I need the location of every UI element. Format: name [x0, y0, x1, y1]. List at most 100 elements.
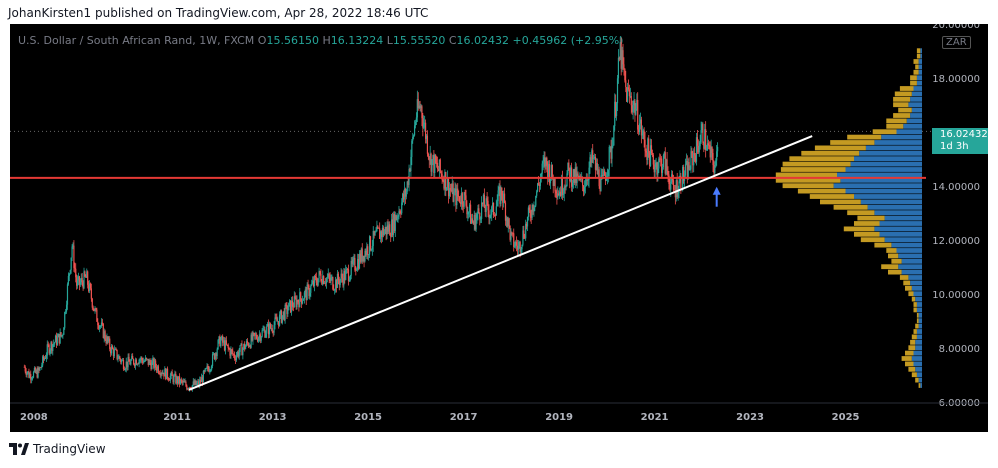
- candlestick-chart[interactable]: U.S. Dollar / South African Rand, 1W, FX…: [10, 24, 988, 432]
- footer-brand[interactable]: TradingView: [9, 442, 106, 456]
- candle-body: [111, 346, 114, 350]
- candle-body: [473, 214, 475, 225]
- candle-body: [237, 351, 239, 357]
- candle-body: [319, 271, 321, 275]
- candle-body: [394, 215, 396, 231]
- x-tick-label: 2023: [736, 412, 764, 423]
- candle-body: [186, 385, 188, 390]
- candle-body: [199, 379, 201, 386]
- vp-bar-down: [910, 80, 917, 86]
- candle-body: [349, 275, 351, 281]
- candle-body: [182, 381, 184, 383]
- candle-body: [528, 207, 530, 211]
- candle-body: [365, 250, 367, 255]
- candle-body: [629, 96, 631, 97]
- candle-body: [447, 177, 450, 197]
- candle-body: [276, 318, 278, 322]
- candle-body: [594, 156, 597, 170]
- candle-body: [26, 372, 28, 375]
- candle-body: [76, 280, 79, 286]
- vp-bar-down: [903, 280, 911, 286]
- candle-body: [79, 282, 81, 285]
- vp-bar-down: [801, 150, 860, 156]
- candle-body: [383, 231, 385, 236]
- candle-body: [491, 206, 493, 215]
- candle-body: [104, 331, 106, 340]
- candle-body: [511, 232, 513, 234]
- vp-bar-down: [886, 123, 904, 129]
- candle-body: [163, 372, 165, 377]
- candle-body: [287, 310, 289, 314]
- candle-body: [429, 153, 431, 161]
- candle-body: [253, 332, 255, 334]
- candle-body: [99, 326, 101, 329]
- vp-bar-up: [891, 242, 922, 248]
- chart-frame[interactable]: U.S. Dollar / South African Rand, 1W, FX…: [10, 24, 988, 432]
- candle-body: [136, 363, 138, 365]
- candle-body: [558, 193, 560, 196]
- candle-body: [591, 150, 593, 163]
- candle-body: [388, 224, 390, 232]
- candle-body: [413, 135, 415, 137]
- candle-body: [477, 208, 479, 215]
- candle-body: [689, 169, 691, 171]
- candle-body: [465, 195, 467, 206]
- candle-body: [498, 186, 500, 191]
- candle-body: [597, 169, 599, 175]
- candle-body: [248, 345, 250, 347]
- candle-body: [606, 175, 609, 177]
- candle-body: [74, 267, 76, 269]
- candle-body: [323, 282, 326, 284]
- candle-body: [437, 168, 440, 172]
- candle-body: [537, 183, 540, 185]
- candle-body: [65, 304, 68, 312]
- vp-bar-up: [896, 248, 922, 253]
- candle-body: [574, 167, 576, 183]
- vp-bar-up: [850, 161, 922, 167]
- candle-body: [695, 137, 698, 162]
- candle-body: [280, 310, 283, 323]
- candle-body: [452, 183, 454, 202]
- x-tick-label: 2025: [832, 412, 860, 423]
- candle-body: [541, 163, 543, 174]
- candle-body: [76, 277, 78, 286]
- candle-body: [514, 241, 517, 246]
- candle-body: [44, 357, 47, 359]
- candle-body: [451, 183, 453, 192]
- candle-body: [384, 226, 386, 232]
- vp-bar-up: [879, 231, 922, 237]
- candle-body: [255, 334, 257, 336]
- candle-body: [292, 306, 294, 308]
- candle-body: [218, 336, 220, 341]
- candle-body: [175, 373, 177, 384]
- candle-body: [397, 216, 399, 218]
- vp-bar-up: [865, 145, 922, 151]
- candle-body: [303, 292, 305, 300]
- candle-body: [98, 325, 100, 329]
- candle-body: [440, 171, 442, 174]
- candle-body: [567, 162, 569, 174]
- vp-bar-down: [847, 210, 875, 216]
- candle-body: [357, 259, 360, 269]
- candle-body: [380, 231, 383, 238]
- candle-body: [386, 225, 388, 235]
- candle-body: [652, 154, 654, 165]
- vp-bar-down: [854, 231, 880, 237]
- vp-bar-down: [874, 242, 892, 248]
- candle-body: [464, 192, 466, 196]
- candle-body: [259, 334, 261, 341]
- candle-body: [129, 361, 131, 365]
- vp-bar-down: [911, 334, 917, 340]
- currency-badge[interactable]: ZAR: [942, 36, 971, 49]
- candle-body: [55, 335, 58, 345]
- candle-body: [615, 101, 617, 117]
- candle-body: [697, 145, 699, 153]
- candle-body: [532, 204, 534, 212]
- candle-body: [404, 188, 406, 197]
- candle-body: [234, 354, 236, 359]
- candle-body: [313, 275, 316, 287]
- candle-body: [56, 337, 58, 345]
- vp-bar-up: [915, 366, 922, 372]
- candle-body: [424, 122, 427, 139]
- candle-body: [587, 180, 589, 181]
